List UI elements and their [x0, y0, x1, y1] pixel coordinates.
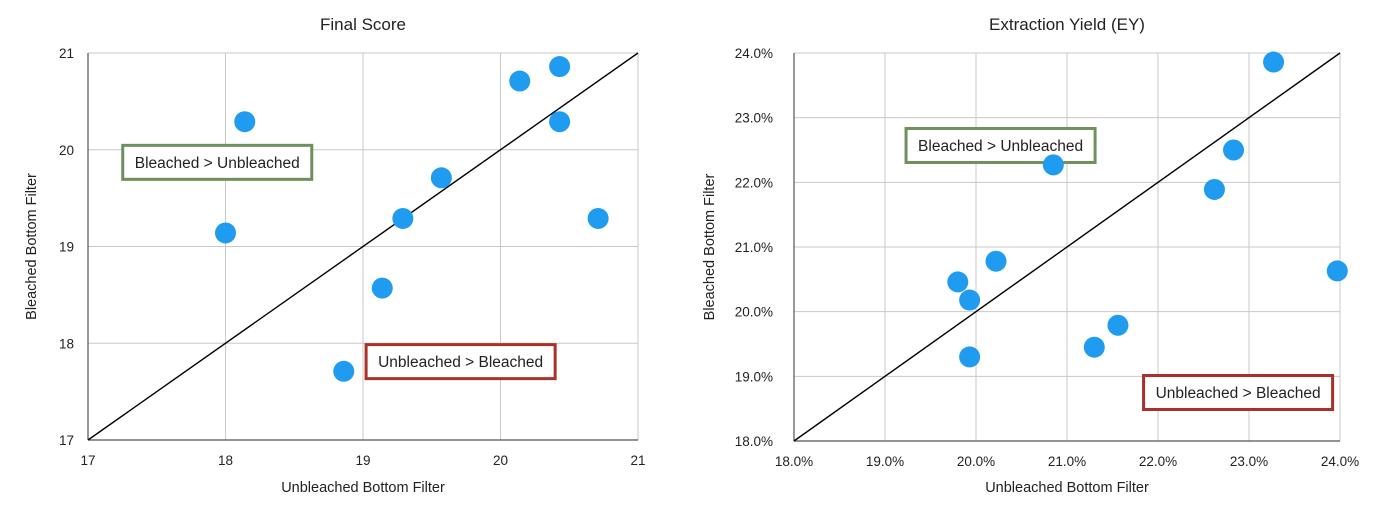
data-point: [549, 111, 571, 133]
x-tick-label: 17: [80, 453, 95, 468]
data-point: [1083, 336, 1105, 358]
data-point: [959, 289, 981, 311]
y-tick-label: 18.0%: [735, 434, 773, 449]
x-tick-label: 20.0%: [957, 454, 995, 469]
y-tick-label: 19.0%: [735, 369, 773, 384]
annotation-box: [1142, 374, 1335, 411]
annotation-text: Unbleached > Bleached: [1156, 385, 1321, 402]
annotation-red: Unbleached > Bleached: [1142, 374, 1335, 411]
x-tick-label: 22.0%: [1139, 454, 1177, 469]
data-point: [587, 207, 609, 229]
y-tick-label: 17: [59, 433, 74, 448]
y-tick-label: 18: [59, 336, 74, 351]
y-tick-label: 22.0%: [735, 175, 773, 190]
annotation-text: Bleached > Unbleached: [135, 155, 300, 172]
data-point: [509, 70, 531, 92]
data-point: [234, 111, 256, 133]
data-point: [1042, 154, 1064, 176]
y-tick-label: 19: [59, 240, 74, 255]
data-point: [1263, 51, 1285, 73]
data-point: [1326, 260, 1348, 282]
x-tick-label: 20: [493, 453, 508, 468]
x-tick-label: 23.0%: [1230, 454, 1268, 469]
y-tick-label: 20.0%: [735, 305, 773, 320]
annotation-box: [904, 126, 1097, 164]
data-point: [947, 271, 969, 293]
data-point: [333, 360, 355, 382]
data-point: [430, 167, 452, 189]
y-tick-label: 21.0%: [735, 240, 773, 255]
data-point: [215, 222, 236, 244]
x-tick-label: 18.0%: [775, 454, 813, 469]
y-tick-label: 20: [59, 143, 74, 158]
data-point: [392, 207, 414, 229]
data-point: [1107, 314, 1129, 336]
x-tick-label: 19.0%: [866, 454, 904, 469]
x-axis-label: Unbleached Bottom Filter: [281, 480, 445, 496]
annotation-box: [364, 343, 557, 381]
x-tick-label: 19: [355, 453, 370, 468]
data-point: [371, 277, 393, 299]
chart-title: Final Score: [320, 15, 406, 34]
data-point: [959, 346, 981, 368]
x-tick-label: 21.0%: [1048, 454, 1086, 469]
data-point: [1223, 139, 1245, 161]
annotation-text: Bleached > Unbleached: [918, 138, 1083, 155]
y-tick-label: 21: [59, 46, 74, 61]
annotation-green: Bleached > Unbleached: [904, 126, 1097, 164]
x-tick-label: 21: [630, 453, 645, 468]
x-tick-label: 24.0%: [1321, 454, 1359, 469]
y-tick-label: 24.0%: [735, 46, 773, 61]
y-tick-label: 23.0%: [735, 111, 773, 126]
chart-final-score: 17 18 19 20 21 17 18 19 20 21 Bleached > Unbleache…: [24, 15, 646, 496]
x-axis-label: Unbleached Bottom Filter: [985, 480, 1149, 496]
data-point: [1203, 178, 1225, 200]
annotation-red: Unbleached > Bleached: [364, 343, 557, 381]
data-point: [549, 56, 571, 78]
annotation-box: [121, 143, 314, 181]
chart-title: Extraction Yield (EY): [989, 15, 1145, 34]
reference-line: [87, 52, 639, 441]
annotation-text: Unbleached > Bleached: [378, 354, 543, 371]
chart-extraction-yield: 18.0% 19.0% 20.0% 21.0% 22.0% 23.0% 24.0% 18.0%…: [702, 15, 1359, 496]
data-point: [985, 250, 1007, 272]
y-axis-label: Bleached Bottom Filter: [24, 173, 40, 320]
annotation-green: Bleached > Unbleached: [121, 143, 314, 181]
y-axis-label: Bleached Bottom Filter: [702, 173, 718, 320]
reference-line: [793, 52, 1341, 442]
x-tick-label: 18: [218, 453, 233, 468]
